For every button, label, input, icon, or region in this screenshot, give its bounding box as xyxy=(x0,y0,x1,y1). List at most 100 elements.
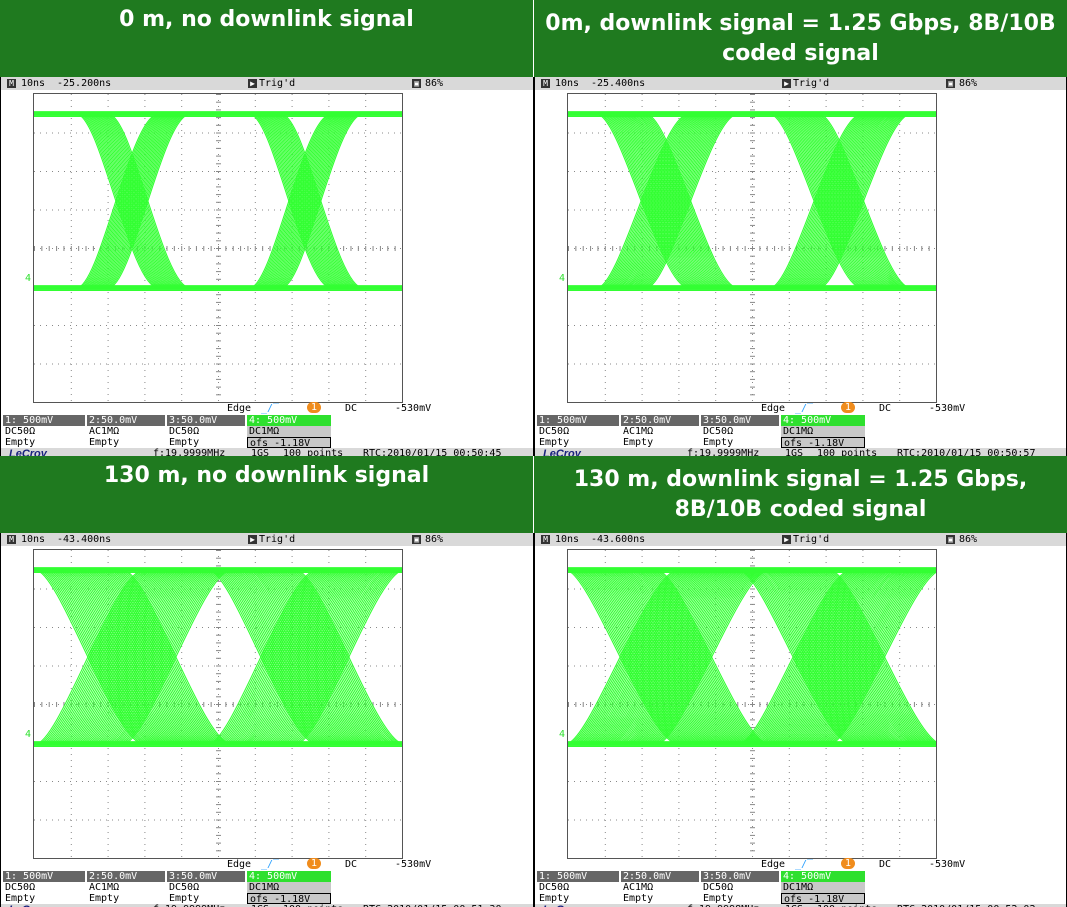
battery-icon: ▣ xyxy=(946,79,955,88)
channel-state: Empty xyxy=(623,893,654,904)
channel-coupling: AC1MΩ xyxy=(623,882,654,893)
scope-footer: LeCroy f:19.9999MHz 1GS 100 points RTC:2010/… xyxy=(535,448,1066,456)
channel-state: Empty xyxy=(89,893,120,904)
trigger-coupling: DC xyxy=(345,403,358,414)
trigger-frequency: f:19.9999MHz xyxy=(153,448,226,456)
channel-coupling: DC50Ω xyxy=(539,882,570,893)
channel-scale: 1: 500mV xyxy=(3,415,85,426)
channel-coupling: DC50Ω xyxy=(5,882,36,893)
channel-scale: 2:50.0mV xyxy=(87,871,165,882)
brand-logo: LeCroy xyxy=(9,448,47,456)
trigger-mode: Edge xyxy=(761,859,786,870)
channel-scale: 4: 500mV xyxy=(781,415,865,426)
channel-marker: 4 xyxy=(25,273,31,284)
scope-footer: LeCroy f:19.9999MHz 1GS 100 points RTC:2010/… xyxy=(1,448,533,456)
channel-table: 1: 500mV DC50Ω Empty 2:50.0mV AC1MΩ Empty 3:50… xyxy=(537,871,897,907)
panel-title-text: 0m, downlink signal = 1.25 Gbps, 8B/10B … xyxy=(545,10,1056,66)
scope-status-bar: M 10ns -43.400ns ▶ Trig'd ▣ 86% xyxy=(1,533,533,546)
channel-state: Empty xyxy=(5,893,36,904)
rtc-timestamp: RTC:2010/01/15 00:51:30 xyxy=(363,904,501,907)
scope-footer: LeCroy f:19.9999MHz 1GS 100 points RTC:2010/… xyxy=(1,904,533,907)
channel-coupling: DC1MΩ xyxy=(781,426,865,437)
channel-scale: 1: 500mV xyxy=(537,415,619,426)
trigger-status: Trig'd xyxy=(259,534,296,545)
channel-scale: 3:50.0mV xyxy=(701,871,779,882)
channel-scale: 4: 500mV xyxy=(247,415,331,426)
sample-rate: 1GS xyxy=(251,904,269,907)
channel-coupling: DC50Ω xyxy=(169,882,200,893)
trigger-status: Trig'd xyxy=(793,78,830,89)
trigger-edge-icon: _/‾ xyxy=(261,403,280,414)
timebase: 10ns xyxy=(21,78,46,89)
panel-title-text: 130 m, no downlink signal xyxy=(103,463,430,488)
channel-coupling: AC1MΩ xyxy=(623,426,654,437)
battery-level: 86% xyxy=(959,534,978,545)
record-length: 100 points xyxy=(817,448,878,456)
channel-marker: 4 xyxy=(559,273,565,284)
trigger-status: Trig'd xyxy=(793,534,830,545)
battery-icon: ▣ xyxy=(412,79,421,88)
trigger-coupling: DC xyxy=(879,403,892,414)
sample-rate: 1GS xyxy=(251,448,270,456)
scope-panel: M 10ns -43.600ns ▶ Trig'd ▣ 86% 4 Edge _/‾ 1 DC -530… xyxy=(534,533,1067,907)
channel-coupling: DC50Ω xyxy=(539,426,570,437)
channel-state: ofs -1.18V xyxy=(781,893,865,905)
trigger-status-icon: ▶ xyxy=(248,535,257,544)
channel-scale: 4: 500mV xyxy=(247,871,331,882)
channel-scale: 3:50.0mV xyxy=(701,415,779,426)
panel-title: 0 m, no downlink signal xyxy=(0,0,533,77)
battery-icon: ▣ xyxy=(412,535,421,544)
trigger-source: 1 xyxy=(841,402,856,413)
channel-state: Empty xyxy=(703,437,734,448)
trigger-coupling: DC xyxy=(879,859,892,870)
panel-title: 130 m, no downlink signal xyxy=(0,456,533,533)
timebase: 10ns xyxy=(555,78,580,89)
timebase-icon: M xyxy=(7,535,16,544)
channel-scale: 2:50.0mV xyxy=(621,871,699,882)
channel-coupling: DC1MΩ xyxy=(247,426,331,437)
channel-marker-label: 4 xyxy=(559,729,566,741)
trigger-source: 1 xyxy=(841,858,856,869)
record-length: 100 points xyxy=(283,448,344,456)
waveform-screen xyxy=(565,549,943,859)
scope-status-bar: M 10ns -25.200ns ▶ Trig'd ▣ 86% xyxy=(1,77,533,90)
channel-coupling: DC1MΩ xyxy=(247,882,331,893)
brand-logo: LeCroy xyxy=(543,448,581,456)
trigger-edge-icon: _/‾ xyxy=(795,403,814,414)
rtc-timestamp: RTC:2010/01/15 00:50:57 xyxy=(897,448,1036,456)
timebase: 10ns xyxy=(21,534,46,545)
timebase: 10ns xyxy=(555,534,580,545)
channel-marker-label: 4 xyxy=(25,273,32,285)
channel-state: Empty xyxy=(89,437,120,448)
channel-marker: 4 xyxy=(25,729,31,740)
channel-scale: 3:50.0mV xyxy=(167,415,245,426)
brand-logo: LeCroy xyxy=(543,904,581,907)
rtc-timestamp: RTC:2010/01/15 00:52:02 xyxy=(897,904,1035,907)
channel-coupling: DC50Ω xyxy=(169,426,200,437)
record-length: 100 points xyxy=(817,904,877,907)
trigger-status-icon: ▶ xyxy=(782,535,791,544)
waveform-screen xyxy=(33,93,403,403)
channel-marker-label: 4 xyxy=(559,273,566,285)
channel-scale: 2:50.0mV xyxy=(87,415,165,426)
panel-title: 130 m, downlink signal = 1.25 Gbps, 8B/1… xyxy=(534,456,1067,533)
record-length: 100 points xyxy=(283,904,343,907)
trigger-level: -530mV xyxy=(929,403,966,414)
panel-title-text: 0 m, no downlink signal xyxy=(119,7,414,32)
sample-rate: 1GS xyxy=(785,448,804,456)
channel-state: Empty xyxy=(539,437,570,448)
waveform-screen xyxy=(33,549,405,859)
trigger-frequency: f:19.9998MHz xyxy=(687,904,759,907)
trigger-status-icon: ▶ xyxy=(782,79,791,88)
eye-diagram xyxy=(565,550,943,859)
trigger-frequency: f:19.9999MHz xyxy=(153,904,225,907)
channel-state: Empty xyxy=(539,893,570,904)
channel-table: 1: 500mV DC50Ω Empty 2:50.0mV AC1MΩ Empty 3:50… xyxy=(537,415,897,451)
trigger-mode: Edge xyxy=(227,403,252,414)
scope-status-bar: M 10ns -25.400ns ▶ Trig'd ▣ 86% xyxy=(535,77,1066,90)
trigger-source: 1 xyxy=(307,858,322,869)
scope-panel: M 10ns -25.200ns ▶ Trig'd ▣ 86% 4 Edge _/‾ 1 DC -530… xyxy=(0,77,534,456)
scope-panel: M 10ns -25.400ns ▶ Trig'd ▣ 86% 4 Edge _/‾ 1 DC -530… xyxy=(534,77,1067,456)
channel-state: Empty xyxy=(169,893,200,904)
trigger-frequency: f:19.9999MHz xyxy=(687,448,760,456)
